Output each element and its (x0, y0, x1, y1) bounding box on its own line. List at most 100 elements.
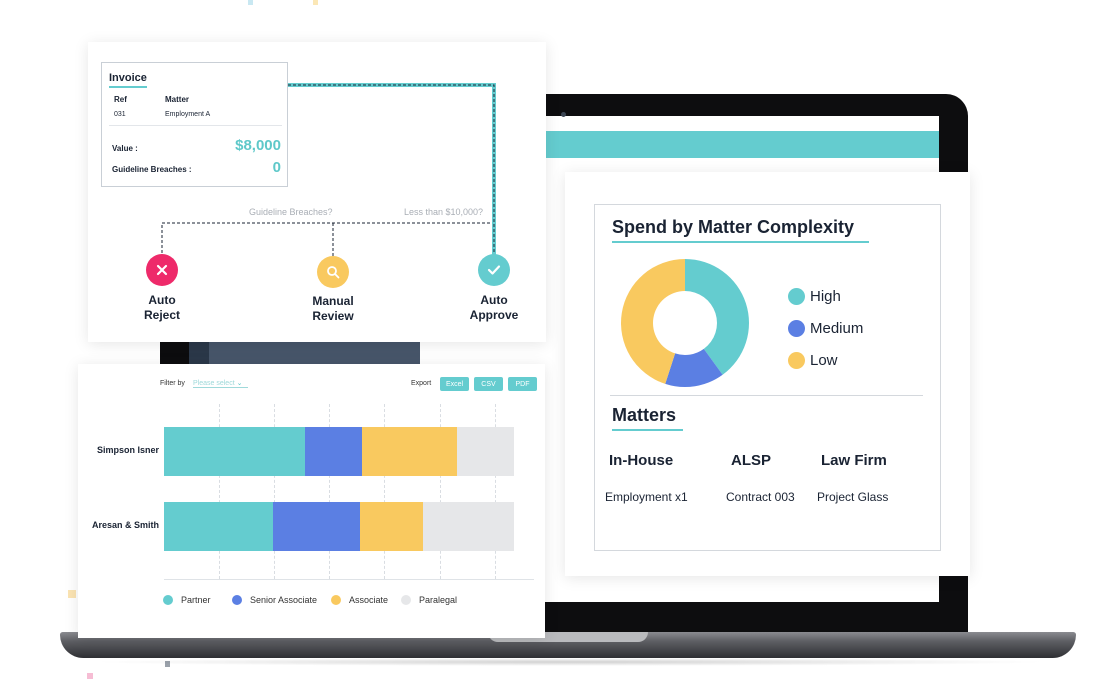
legend-label-high: High (810, 288, 841, 305)
screen-header-bar (546, 131, 939, 158)
bar-legend-swatch-senior-associate (232, 595, 242, 605)
gridline (274, 404, 276, 579)
filter-select[interactable]: Please select ⌄ (193, 379, 248, 388)
export-pdf-button[interactable]: PDF (508, 377, 537, 391)
manual-review-button[interactable] (317, 256, 349, 288)
ref-value: 031 (114, 111, 126, 118)
chevron-down-icon: ⌄ (236, 380, 243, 387)
laptop-shadow (90, 658, 1050, 666)
legend-item-high: High (788, 288, 841, 305)
matter-value: Employment A (165, 111, 211, 118)
matters-title-underline (612, 429, 683, 431)
legend-item-medium: Medium (788, 320, 863, 337)
breaches-value: 0 (272, 159, 281, 176)
legend-label-medium: Medium (810, 320, 864, 337)
matters-inhouse-value[interactable]: Employment x1 (605, 490, 688, 504)
bar-segment-senior-associate[interactable] (305, 427, 362, 476)
legend-label-low: Low (810, 352, 838, 369)
filter-placeholder: Please select (193, 380, 235, 387)
auto-approve-label-line2: Approve (469, 308, 519, 322)
laptop-base-notch (488, 632, 648, 642)
matters-column-lawfirm-header: Law Firm (821, 452, 887, 469)
bar-legend-swatch-associate (331, 595, 341, 605)
invoice-title-underline (109, 86, 147, 88)
donut-slice-high[interactable] (685, 259, 749, 375)
bar-legend-paralegal: Paralegal (401, 595, 457, 605)
approval-workflow-card: Invoice Ref Matter 031 Employment A Valu… (88, 42, 546, 342)
gridline (329, 404, 331, 579)
decoration-square (165, 661, 170, 667)
decoration-square (313, 0, 318, 5)
gridline (384, 404, 386, 579)
bar-legend-label-partner: Partner (181, 595, 211, 605)
bar-segment-partner[interactable] (164, 502, 273, 551)
screen-dark-bar-segment (189, 342, 209, 364)
decoration-square (248, 0, 253, 5)
manual-review-label-line2: Review (312, 309, 354, 323)
gridline (494, 404, 496, 579)
spend-dashboard-card: Spend by Matter Complexity High Medium L… (565, 172, 970, 576)
dashboard-title-underline (612, 241, 869, 243)
legend-swatch-medium (788, 320, 805, 337)
legend-swatch-high (788, 288, 805, 305)
screen-dark-bar-segment (165, 342, 189, 364)
matters-alsp-value[interactable]: Contract 003 (726, 490, 795, 504)
bar-segment-senior-associate[interactable] (272, 502, 360, 551)
bar-segment-partner[interactable] (164, 427, 306, 476)
question-under-10000: Less than $10,000? (404, 207, 484, 217)
matters-column-inhouse-header: In-House (609, 452, 674, 469)
ref-header: Ref (114, 95, 127, 104)
check-icon (487, 265, 501, 275)
bar-legend-senior-associate: Senior Associate (232, 595, 317, 605)
auto-reject-label-line1: Auto (148, 293, 176, 307)
auto-reject-button[interactable] (146, 254, 178, 286)
breaches-label: Guideline Breaches : (112, 165, 192, 174)
bar-segment-associate[interactable] (361, 427, 458, 476)
invoice-summary[interactable]: Invoice Ref Matter 031 Employment A Valu… (101, 62, 288, 187)
export-csv-button[interactable]: CSV (474, 377, 503, 391)
matters-lawfirm-value[interactable]: Project Glass (817, 490, 889, 504)
decoration-square (68, 590, 76, 598)
auto-approve-label: Auto Approve (459, 293, 529, 323)
matter-header: Matter (165, 95, 190, 104)
bar-legend-swatch-paralegal (401, 595, 411, 605)
export-label: Export (411, 380, 432, 387)
donut-slice-medium[interactable] (665, 348, 723, 387)
bar-segment-associate[interactable] (360, 502, 423, 551)
donut-slice-low[interactable] (621, 259, 685, 384)
dashboard-title: Spend by Matter Complexity (612, 217, 855, 237)
auto-approve-button[interactable] (478, 254, 510, 286)
x-icon (156, 264, 168, 276)
manual-review-label-line1: Manual (312, 294, 354, 308)
dashboard-divider (610, 395, 923, 396)
bar-legend-associate: Associate (331, 595, 388, 605)
x-axis-line (164, 579, 534, 580)
decoration-square (87, 673, 93, 679)
category-label: Simpson Isner (96, 445, 159, 455)
workflow-connectors (161, 83, 496, 268)
value-amount: $8,000 (235, 137, 281, 154)
auto-reject-label-line2: Reject (143, 308, 181, 322)
manual-review-label: Manual Review (298, 294, 368, 324)
question-guideline-breaches: Guideline Breaches? (249, 207, 333, 217)
complexity-donut-chart (621, 259, 749, 387)
bar-segment-paralegal[interactable] (457, 427, 514, 476)
gridline (439, 404, 441, 579)
auto-approve-label-line1: Auto (480, 293, 508, 307)
screen-dark-bar (165, 342, 420, 364)
filter-label: Filter by (160, 380, 185, 387)
value-label: Value : (112, 144, 138, 153)
fee-earner-bar-card: Filter by Please select ⌄ Export Excel C… (78, 364, 545, 638)
export-excel-button[interactable]: Excel (440, 377, 469, 391)
bar-legend-label-associate: Associate (349, 595, 389, 605)
bar-legend-label-paralegal: Paralegal (419, 595, 458, 605)
bar-segment-paralegal[interactable] (423, 502, 514, 551)
bar-legend-swatch-partner (163, 595, 173, 605)
bar-legend-partner: Partner (163, 595, 211, 605)
category-label: Aresan & Smith (91, 520, 159, 530)
auto-reject-label: Auto Reject (132, 293, 192, 323)
legend-item-low: Low (788, 352, 838, 369)
dashboard-panel: Spend by Matter Complexity High Medium L… (594, 204, 941, 551)
search-icon (327, 266, 340, 279)
matters-column-alsp-header: ALSP (731, 452, 772, 469)
